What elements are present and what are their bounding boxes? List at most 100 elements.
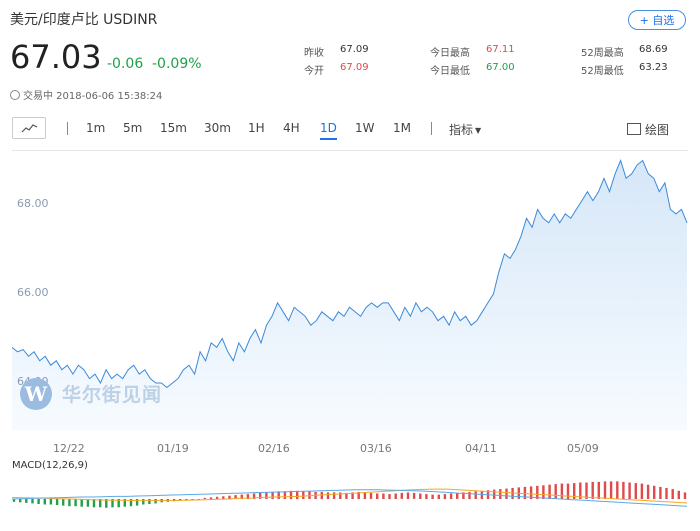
price-change: -0.06 — [107, 56, 144, 72]
macd-histogram-bar — [296, 490, 299, 500]
stat-value-52w-low: 63.23 — [639, 62, 668, 73]
period-4h[interactable]: 4H — [283, 121, 300, 135]
stat-value-prev-close: 67.09 — [340, 44, 369, 55]
macd-histogram-bar — [597, 481, 600, 499]
macd-histogram-bar — [62, 499, 65, 506]
last-price: 67.03 — [10, 38, 102, 76]
add-watchlist-button[interactable]: + 自选 — [628, 10, 686, 30]
macd-histogram-bar — [209, 497, 213, 499]
macd-histogram-bar — [339, 492, 342, 499]
period-1w[interactable]: 1W — [355, 121, 375, 135]
macd-histogram-bar — [148, 499, 151, 504]
period-1mo[interactable]: 1M — [393, 121, 411, 135]
stat-value-day-low: 67.00 — [486, 62, 515, 73]
macd-signal-line — [11, 489, 688, 507]
x-tick-label: 02/16 — [258, 442, 290, 455]
macd-histogram-bar — [142, 499, 145, 505]
watermark-logo: W — [20, 378, 52, 410]
macd-histogram-bar — [665, 488, 668, 499]
stat-label-day-high: 今日最高 — [430, 48, 470, 59]
macd-histogram-bar — [283, 491, 287, 499]
line-chart-type-button[interactable] — [12, 117, 46, 139]
macd-histogram-bar — [265, 492, 268, 499]
macd-histogram-bar — [554, 484, 557, 499]
macd-histogram-bar — [579, 482, 582, 499]
macd-histogram-bar — [31, 499, 34, 504]
watermark-text: 华尔街见闻 — [62, 384, 163, 406]
macd-histogram-bar — [616, 481, 619, 499]
macd-histogram-bar — [548, 484, 551, 499]
stat-label-day-low: 今日最低 — [430, 66, 470, 77]
macd-histogram-bar — [252, 493, 256, 499]
macd-histogram-bar — [376, 493, 379, 499]
trading-status-text: 交易中 2018-06-06 15:38:24 — [23, 91, 163, 102]
trading-status: 交易中 2018-06-06 15:38:24 — [10, 87, 162, 102]
macd-histogram-bar — [566, 483, 570, 499]
macd-histogram-bar — [542, 485, 545, 500]
macd-histogram-bar — [105, 499, 108, 508]
macd-histogram-bar — [431, 494, 434, 499]
macd-histogram-bar — [659, 486, 662, 499]
macd-histogram-bar — [345, 492, 348, 499]
clock-icon — [10, 90, 20, 100]
period-15m[interactable]: 15m — [160, 121, 187, 135]
macd-histogram-bar — [135, 499, 139, 506]
draw-label: 绘图 — [645, 123, 670, 137]
macd-histogram-bar — [259, 492, 262, 499]
macd-histogram-bar — [412, 492, 416, 499]
macd-histogram-bar — [609, 481, 613, 499]
macd-histogram-bar — [123, 499, 126, 507]
price-chart-area[interactable] — [12, 150, 688, 441]
macd-histogram-bar — [382, 493, 385, 499]
macd-histogram-bar — [203, 497, 206, 499]
macd-histogram-bar — [634, 483, 637, 499]
macd-histogram-bar — [400, 492, 403, 499]
macd-histogram-bar — [677, 490, 680, 500]
macd-histogram-bar — [640, 483, 644, 499]
stat-value-open: 67.09 — [340, 62, 369, 73]
macd-histogram-bar — [240, 494, 243, 499]
macd-histogram-bar — [603, 481, 607, 499]
macd-histogram-bar — [653, 485, 656, 499]
toolbar-divider — [431, 122, 432, 135]
macd-histogram-bar — [154, 499, 157, 504]
macd-histogram-bar — [622, 481, 625, 499]
macd-histogram-bar — [117, 499, 120, 508]
macd-histogram-bar — [462, 492, 465, 499]
macd-histogram-bar — [222, 496, 225, 500]
macd-histogram-bar — [234, 495, 237, 499]
macd-histogram-bar — [80, 499, 83, 507]
macd-histogram-bar — [474, 491, 477, 499]
macd-histogram-bar — [560, 483, 564, 499]
x-tick-label: 03/16 — [360, 442, 392, 455]
indicators-label: 指标 — [449, 123, 474, 137]
macd-histogram-bar — [628, 482, 631, 499]
period-30m[interactable]: 30m — [204, 121, 231, 135]
macd-histogram-bar — [302, 491, 305, 499]
macd-histogram-bar — [425, 494, 428, 500]
macd-histogram-bar — [529, 486, 533, 500]
macd-histogram-bar — [246, 494, 250, 500]
x-tick-label: 01/19 — [157, 442, 189, 455]
macd-histogram-bar — [308, 491, 311, 499]
macd-histogram-bar — [671, 489, 674, 499]
macd-histogram-bar — [68, 499, 71, 507]
instrument-title: 美元/印度卢比 USDINR — [10, 12, 158, 28]
macd-histogram-bar — [215, 496, 219, 499]
period-1h[interactable]: 1H — [248, 121, 265, 135]
period-1m[interactable]: 1m — [86, 121, 106, 135]
macd-histogram-bar — [456, 492, 459, 499]
macd-histogram-bar — [468, 491, 471, 500]
macd-histogram-bar — [505, 488, 508, 499]
period-5m[interactable]: 5m — [123, 121, 143, 135]
macd-histogram-bar — [363, 492, 367, 499]
macd-histogram-bar — [277, 491, 280, 499]
draw-button[interactable]: 绘图 — [627, 121, 669, 138]
stat-value-52w-high: 68.69 — [639, 44, 668, 55]
macd-histogram-bar — [591, 481, 594, 499]
macd-histogram-bar — [228, 495, 231, 499]
macd-histogram-bar — [19, 499, 22, 503]
period-1d[interactable]: 1D — [320, 121, 337, 140]
macd-histogram-bar — [388, 494, 391, 500]
indicators-dropdown[interactable]: 指标 ▼ — [449, 121, 481, 138]
